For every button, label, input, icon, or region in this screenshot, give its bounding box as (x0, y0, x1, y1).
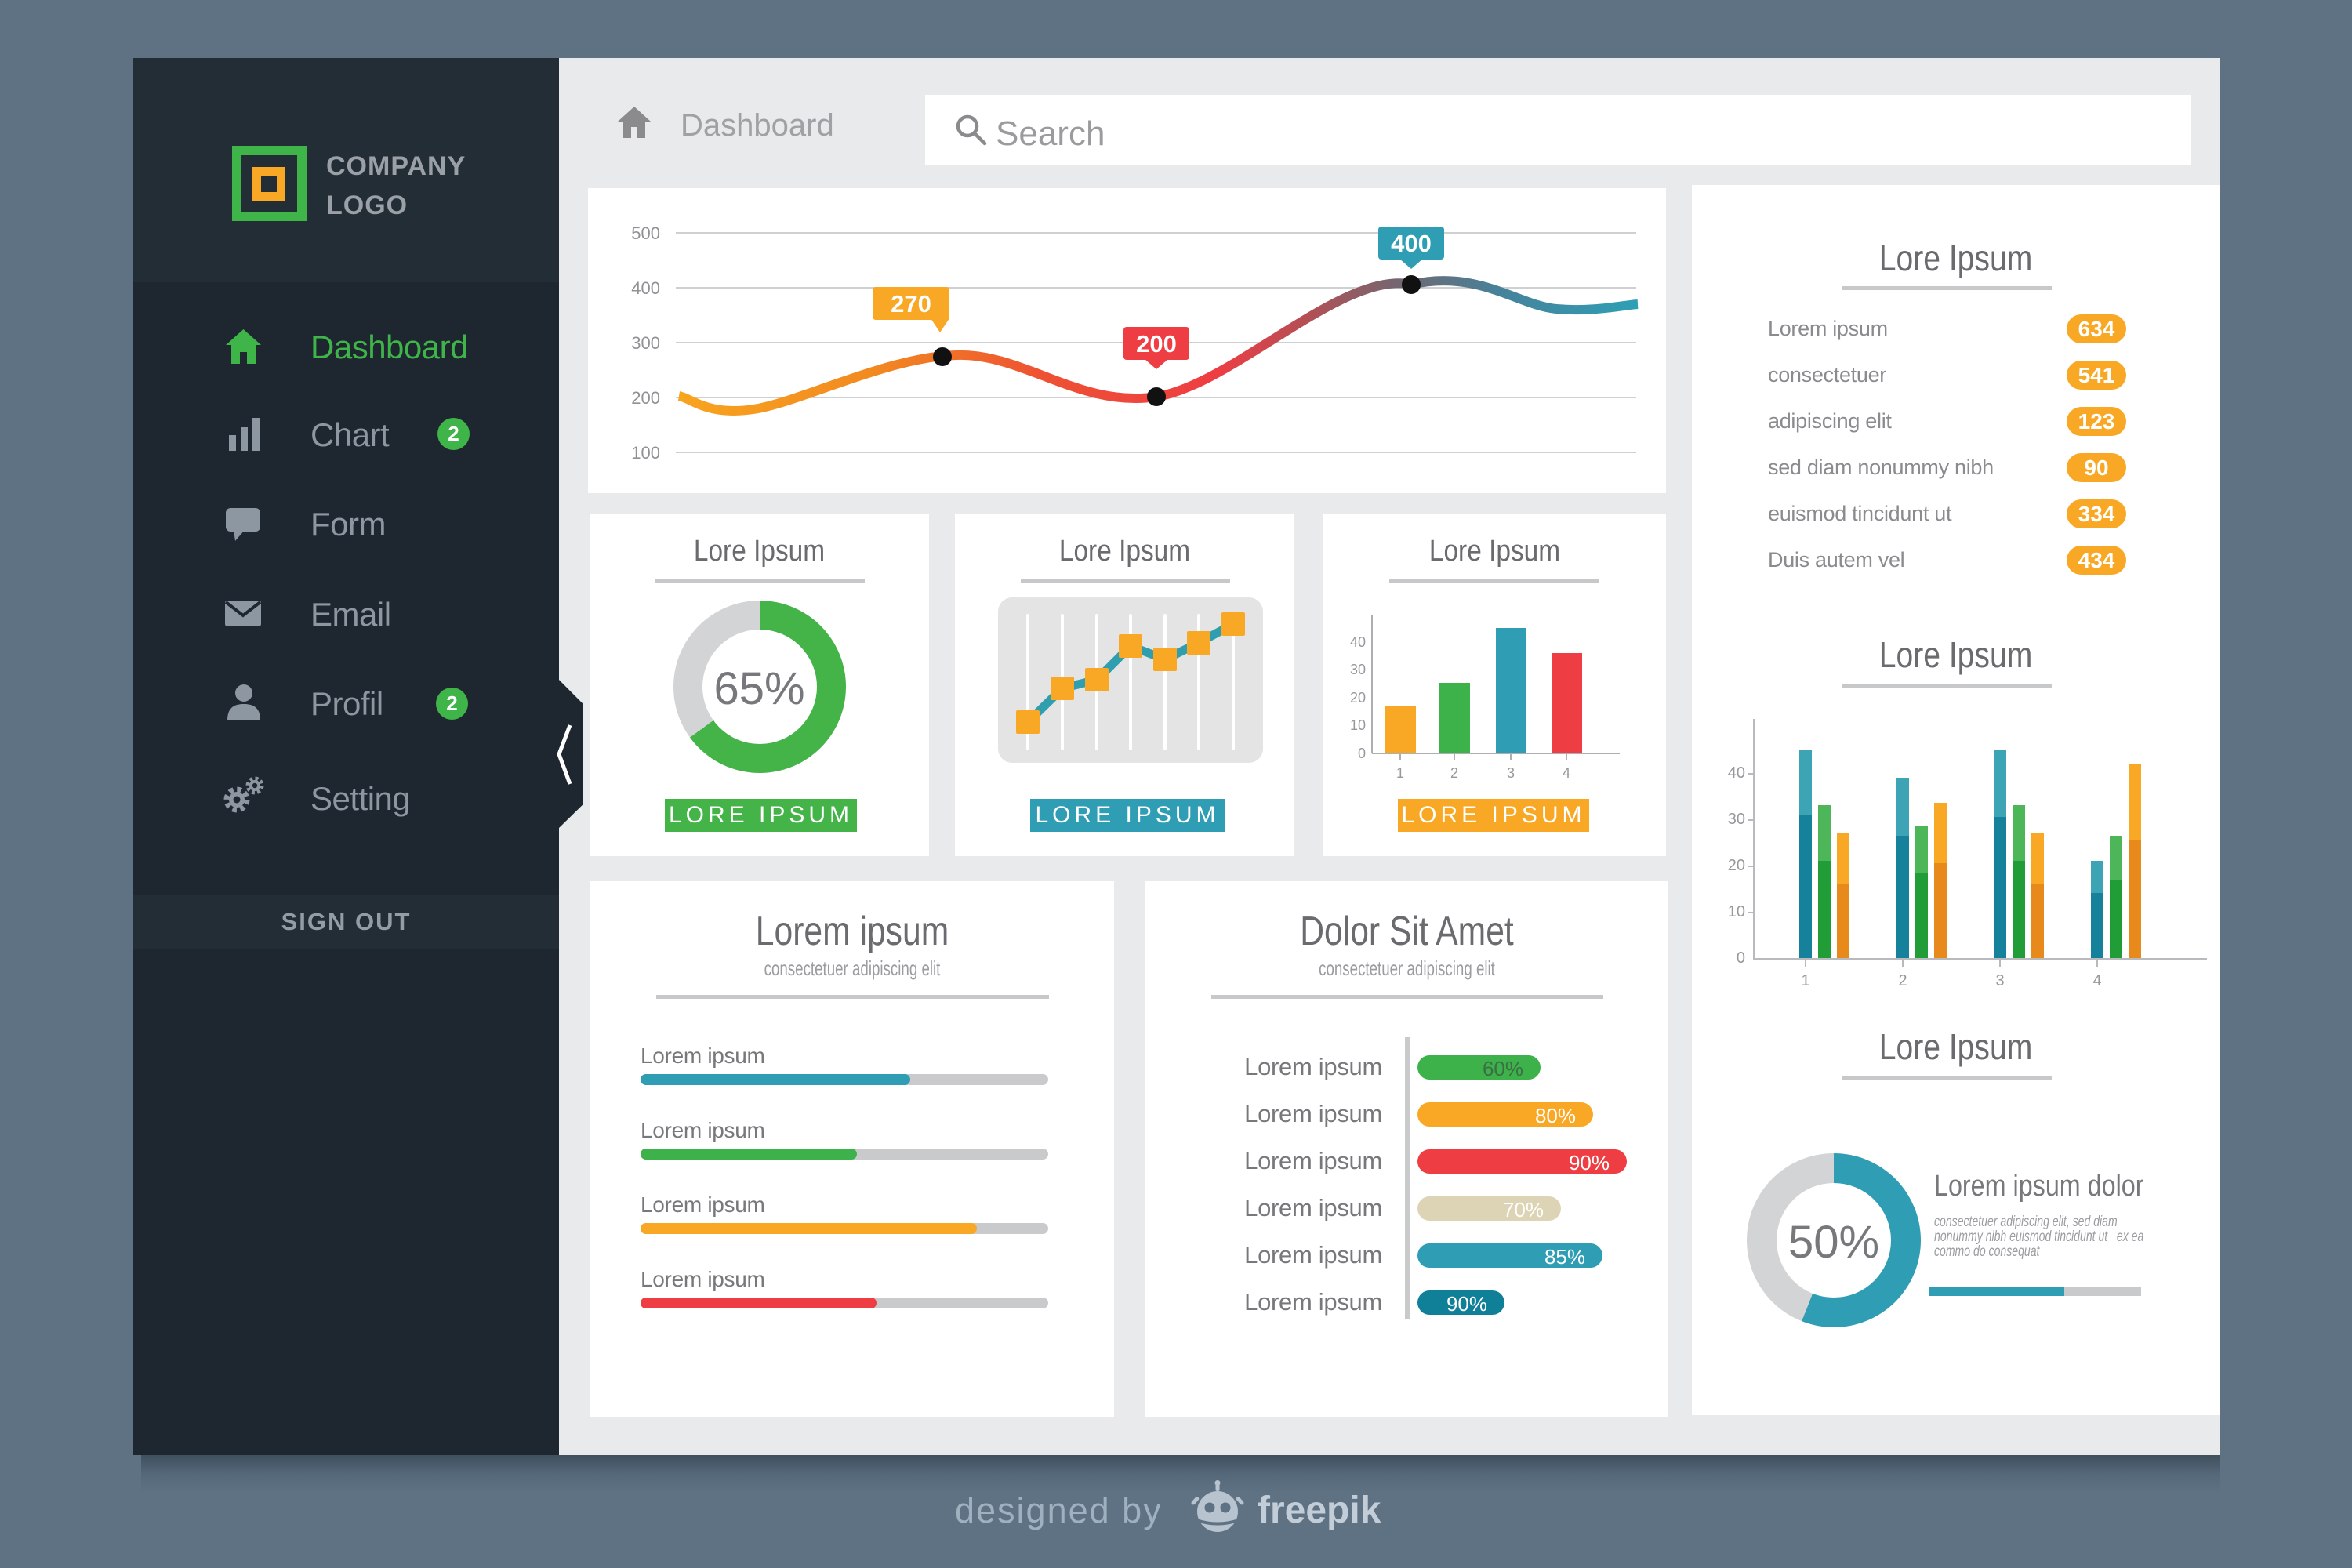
svg-text:30: 30 (1350, 662, 1366, 677)
svg-text:0: 0 (1358, 746, 1366, 761)
svg-text:400: 400 (1391, 230, 1432, 257)
svg-text:20: 20 (1350, 690, 1366, 706)
svg-text:100: 100 (631, 443, 660, 463)
svg-text:4: 4 (1563, 765, 1570, 780)
svg-text:1: 1 (1396, 765, 1404, 780)
svg-text:200: 200 (1136, 330, 1177, 358)
svg-text:270: 270 (891, 290, 931, 318)
svg-text:3: 3 (1507, 765, 1515, 780)
svg-text:40: 40 (1350, 634, 1366, 650)
svg-text:200: 200 (631, 388, 660, 408)
svg-text:10: 10 (1350, 717, 1366, 733)
svg-text:300: 300 (631, 333, 660, 353)
svg-text:500: 500 (631, 223, 660, 243)
svg-text:2: 2 (1450, 765, 1458, 780)
svg-text:400: 400 (631, 278, 660, 298)
